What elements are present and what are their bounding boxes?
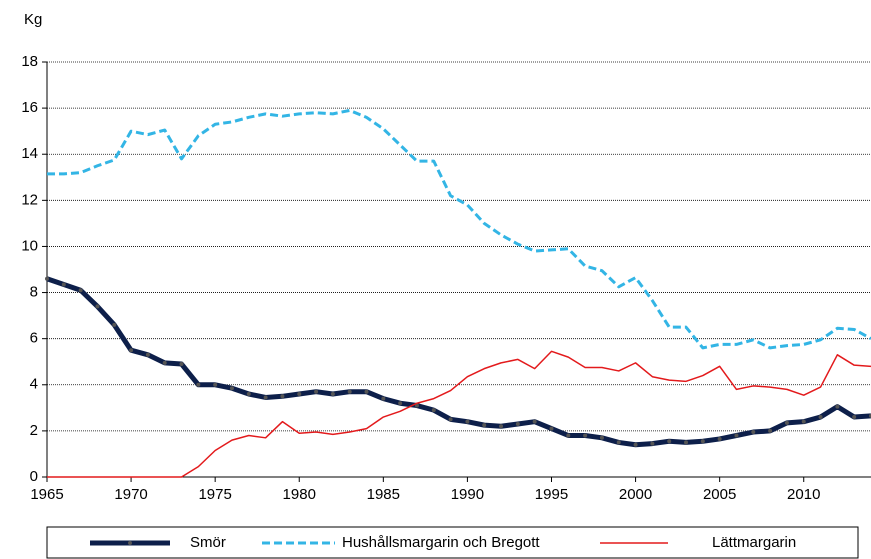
series-line (47, 108, 871, 350)
point (515, 421, 520, 426)
point (61, 282, 66, 287)
legend-marker (128, 541, 132, 545)
point (734, 433, 739, 438)
x-tick-label: 1965 (30, 486, 63, 503)
point (78, 288, 83, 293)
point (599, 435, 604, 440)
point (297, 392, 302, 396)
point (751, 430, 756, 435)
x-tick-label: 2005 (703, 486, 736, 503)
y-tick-label: 4 (30, 376, 38, 393)
point (448, 417, 453, 422)
x-tick-label: 1995 (535, 486, 568, 503)
y-tick-label: 14 (21, 145, 38, 162)
point (330, 392, 335, 396)
point (431, 408, 436, 413)
legend-label: Smör (190, 534, 226, 551)
point (499, 424, 504, 429)
y-tick-label: 8 (30, 284, 38, 301)
y-tick-label: 18 (21, 53, 38, 70)
y-tick-label: 16 (21, 99, 38, 116)
point (549, 426, 554, 431)
point (145, 352, 150, 357)
point (129, 348, 134, 353)
x-tick-label: 1980 (283, 486, 316, 503)
point (684, 440, 689, 445)
point (667, 439, 672, 444)
point (633, 442, 638, 447)
x-tick-label: 1970 (114, 486, 147, 503)
point (784, 420, 789, 425)
point (314, 389, 319, 394)
point (112, 322, 117, 327)
series-line (46, 276, 871, 448)
x-tick-label: 2000 (619, 486, 652, 503)
point (229, 386, 234, 391)
series-line (47, 350, 871, 478)
point (818, 415, 823, 420)
point (263, 395, 268, 400)
x-tick-label: 1975 (198, 486, 231, 503)
point (852, 415, 857, 420)
point (700, 439, 705, 444)
point (280, 394, 285, 399)
point (364, 389, 369, 394)
point (835, 404, 840, 409)
y-axis-label: Kg (24, 11, 42, 28)
x-tick-label: 1985 (367, 486, 400, 503)
point (717, 436, 722, 441)
point (213, 382, 218, 387)
point (179, 362, 184, 367)
y-tick-label: 6 (30, 330, 38, 347)
point (162, 360, 167, 365)
legend-box (46, 526, 859, 559)
point (650, 441, 655, 446)
point (347, 389, 352, 394)
y-tick-label: 0 (30, 468, 38, 485)
point (465, 419, 470, 424)
legend-label: Hushållsmargarin och Bregott (342, 534, 540, 551)
legend-label: Lättmargarin (712, 534, 796, 551)
point (398, 401, 403, 406)
point (583, 433, 588, 438)
y-tick-label: 12 (21, 191, 38, 208)
point (45, 276, 49, 281)
point (381, 396, 386, 401)
point (532, 419, 537, 424)
x-tick-label: 1990 (451, 486, 484, 503)
point (566, 433, 571, 438)
point (616, 440, 621, 445)
point (246, 392, 251, 396)
point (801, 419, 806, 424)
point (196, 382, 201, 387)
y-tick-label: 2 (30, 422, 38, 439)
point (95, 304, 100, 309)
y-tick-label: 10 (21, 237, 38, 254)
x-tick-label: 2010 (787, 486, 820, 503)
point (482, 423, 487, 428)
point (768, 428, 773, 433)
